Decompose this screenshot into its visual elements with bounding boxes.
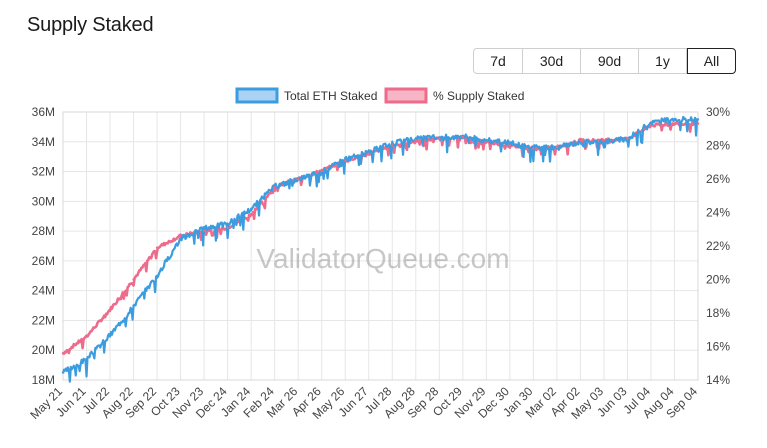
point-pct-supply: [626, 137, 629, 140]
point-total-eth: [85, 357, 88, 361]
plot-border: [62, 111, 699, 381]
point-pct-supply: [391, 144, 394, 147]
point-total-eth: [673, 118, 676, 121]
legend-label-total-eth: Total ETH Staked: [284, 89, 377, 103]
legend-item-total-eth[interactable]: Total ETH Staked: [235, 87, 377, 104]
y-left-tick-label: 28M: [32, 224, 55, 238]
point-pct-supply: [344, 159, 347, 162]
legend-label-pct-supply: % Supply Staked: [433, 89, 524, 103]
point-pct-supply: [61, 352, 65, 355]
series-line-total-eth: [61, 115, 699, 383]
y-left-tick-label: 22M: [32, 313, 55, 327]
page-title: Supply Staked: [27, 14, 154, 36]
y-left-tick-label: 20M: [32, 343, 55, 357]
range-button-7d[interactable]: 7d: [473, 48, 523, 74]
point-total-eth: [485, 139, 488, 142]
watermark: ValidatorQueue.com: [256, 243, 509, 274]
y-right-tick-label: 22%: [706, 239, 730, 253]
point-total-eth: [155, 274, 159, 277]
point-pct-supply: [696, 122, 700, 125]
point-pct-supply: [202, 229, 206, 233]
point-pct-supply: [555, 145, 559, 149]
y-right-tick-label: 14%: [706, 373, 730, 387]
point-pct-supply: [155, 246, 159, 249]
y-right-tick-label: 24%: [706, 206, 730, 220]
point-total-eth: [508, 142, 512, 145]
point-pct-supply: [85, 335, 88, 338]
point-pct-supply: [108, 308, 112, 311]
point-pct-supply: [367, 152, 370, 156]
y-left-tick-label: 30M: [32, 194, 55, 208]
point-pct-supply: [132, 278, 135, 281]
y-left-tick-label: 26M: [32, 254, 55, 268]
point-total-eth: [108, 334, 112, 337]
point-total-eth: [249, 207, 253, 210]
point-pct-supply: [673, 122, 676, 125]
legend-swatch-total-eth: [235, 87, 279, 104]
point-pct-supply: [438, 137, 441, 140]
chart-grid: [62, 111, 699, 381]
point-pct-supply: [649, 124, 653, 127]
y-right-tick-label: 30%: [706, 105, 730, 119]
point-total-eth: [649, 121, 653, 124]
point-pct-supply: [273, 186, 276, 189]
point-total-eth: [391, 142, 394, 145]
y-left-tick-label: 24M: [32, 284, 55, 298]
point-pct-supply: [179, 234, 182, 238]
point-total-eth: [696, 118, 700, 121]
y-right-tick-label: 18%: [706, 306, 730, 320]
point-pct-supply: [532, 147, 535, 151]
point-pct-supply: [602, 139, 606, 142]
range-button-30d[interactable]: 30d: [523, 48, 581, 74]
y-left-tick-label: 18M: [32, 373, 55, 387]
point-total-eth: [414, 137, 417, 140]
point-pct-supply: [320, 169, 323, 172]
point-total-eth: [61, 371, 65, 374]
point-pct-supply: [249, 212, 253, 216]
range-button-90d[interactable]: 90d: [581, 48, 639, 74]
point-pct-supply: [226, 226, 229, 229]
y-left-tick-label: 34M: [32, 135, 55, 149]
range-button-1y[interactable]: 1y: [639, 48, 687, 74]
point-total-eth: [226, 222, 229, 225]
time-range-selector: 7d 30d 90d 1y All: [473, 48, 736, 74]
y-right-tick-label: 16%: [706, 340, 730, 354]
y-right-tick-label: 20%: [706, 273, 730, 287]
legend-item-pct-supply[interactable]: % Supply Staked: [384, 87, 524, 104]
y-left-tick-label: 36M: [32, 105, 55, 119]
point-total-eth: [132, 304, 135, 307]
point-pct-supply: [461, 135, 465, 139]
y-left-tick-label: 32M: [32, 165, 55, 179]
point-pct-supply: [485, 140, 488, 144]
y-right-tick-label: 26%: [706, 172, 730, 186]
point-pct-supply: [414, 139, 417, 142]
range-button-all[interactable]: All: [687, 48, 736, 74]
point-pct-supply: [508, 144, 512, 147]
point-total-eth: [202, 226, 206, 230]
legend-swatch-pct-supply: [384, 87, 428, 104]
point-pct-supply: [296, 177, 300, 181]
point-total-eth: [179, 237, 182, 240]
point-pct-supply: [579, 139, 582, 142]
y-right-tick-label: 28%: [706, 139, 730, 153]
chart-legend: Total ETH Staked % Supply Staked: [235, 87, 524, 104]
point-total-eth: [367, 151, 370, 154]
chart-series: [61, 115, 700, 383]
